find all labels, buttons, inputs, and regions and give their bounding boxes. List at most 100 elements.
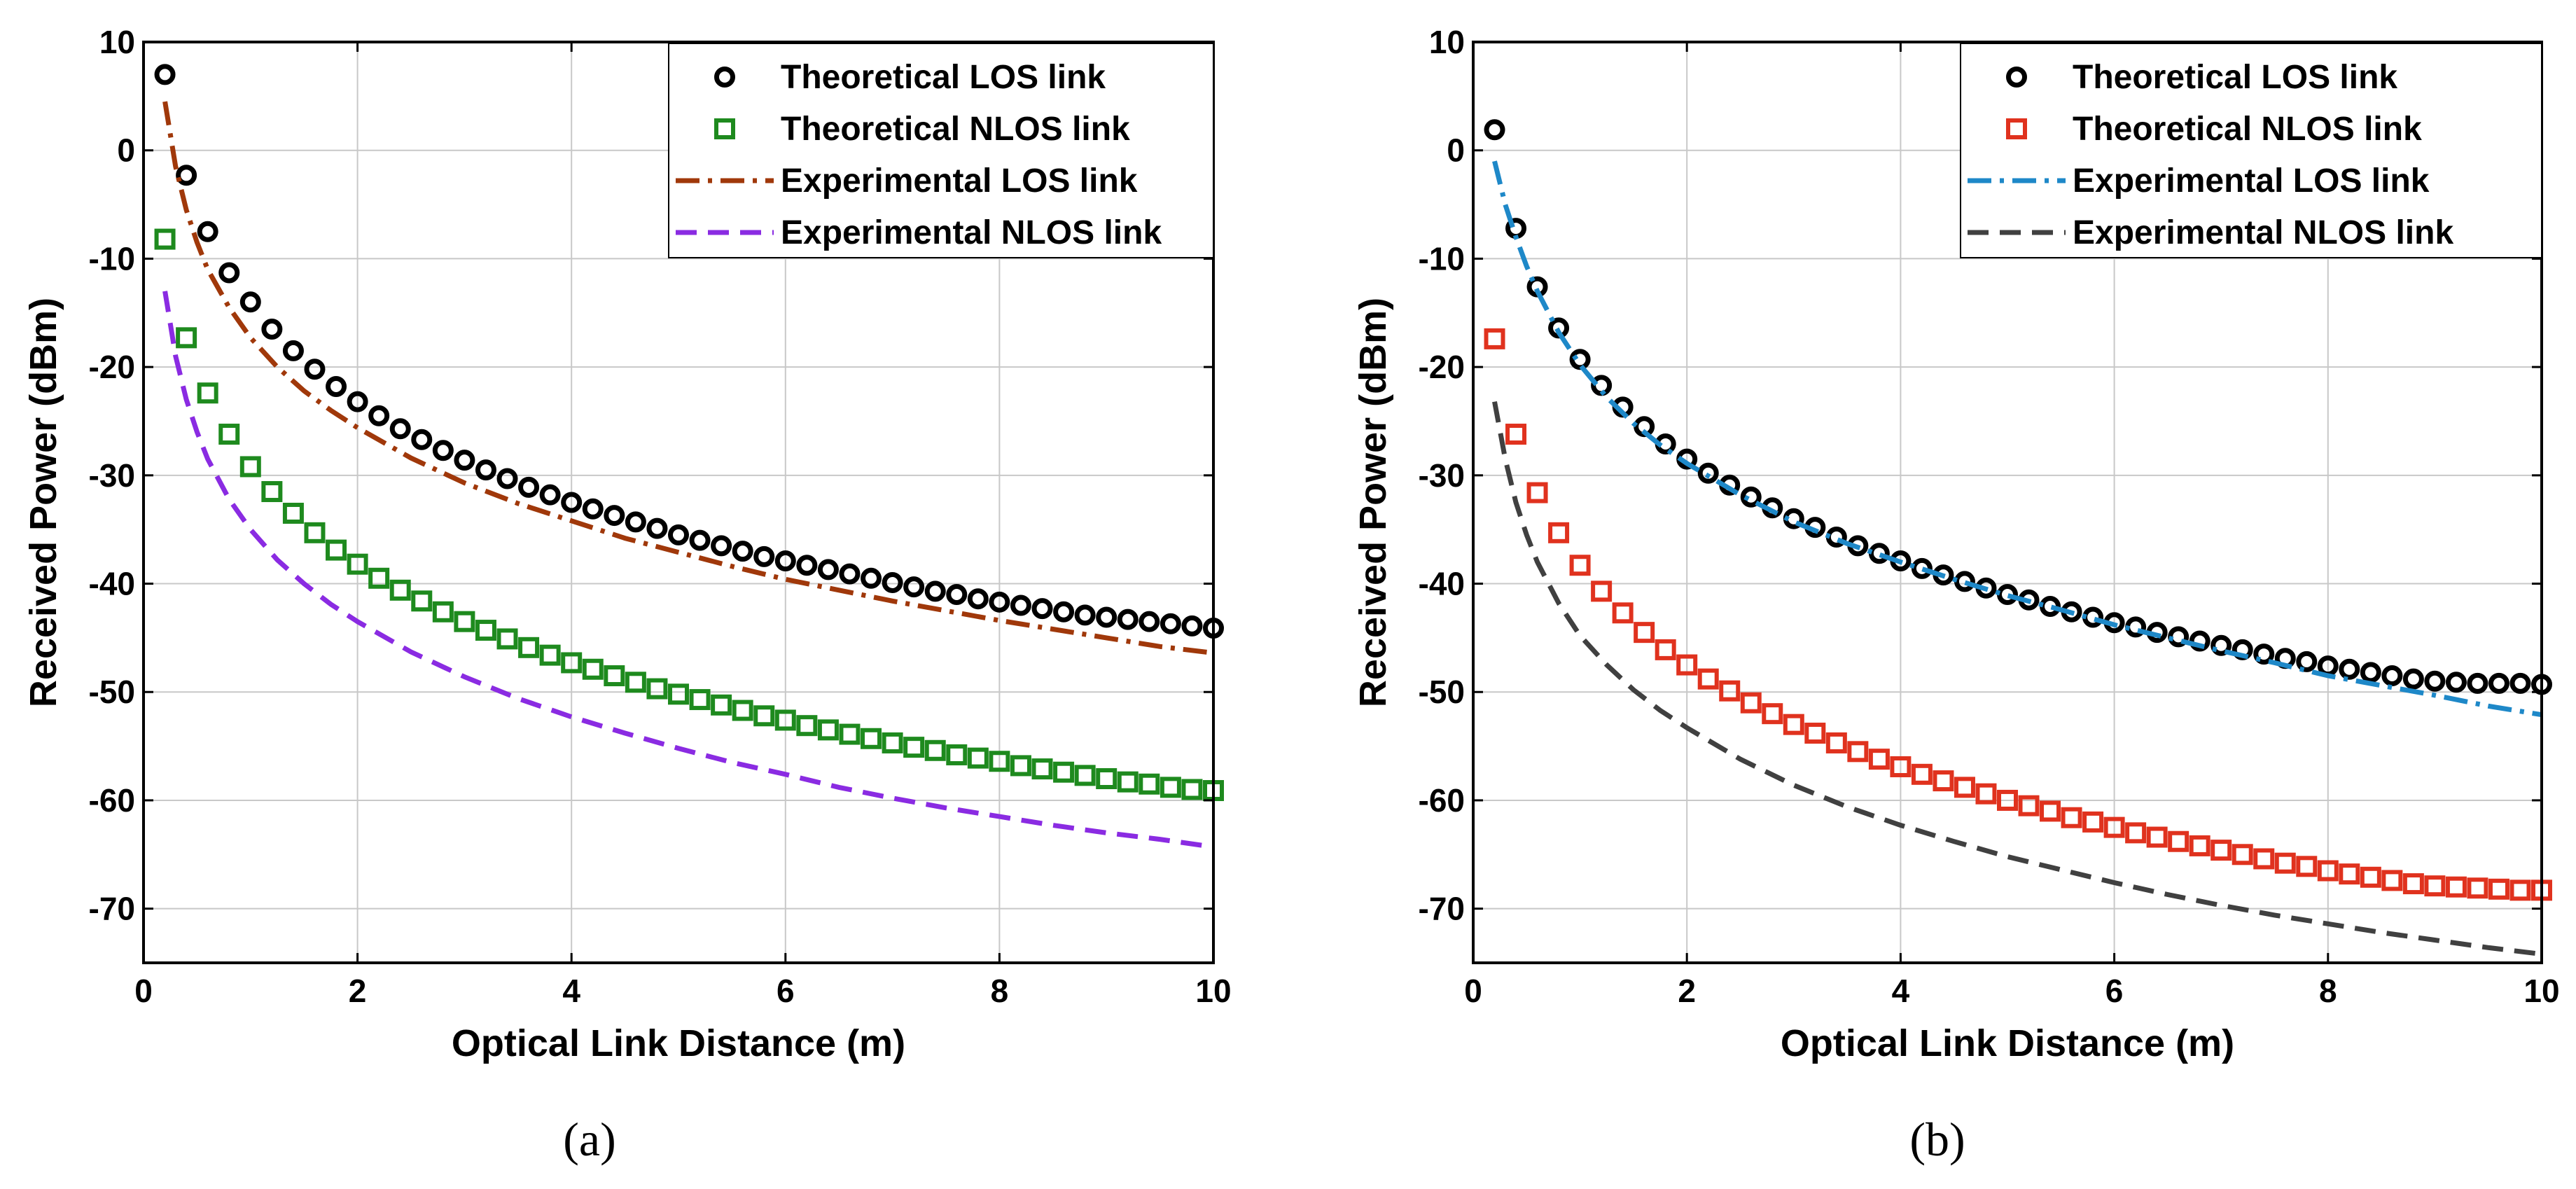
data-point bbox=[1096, 768, 1118, 789]
legend-entry: Theoretical LOS link bbox=[2006, 59, 2397, 96]
data-point bbox=[2339, 863, 2360, 885]
data-point bbox=[2445, 876, 2467, 898]
data-point bbox=[1569, 555, 1591, 576]
y-tick-label: -50 bbox=[1419, 674, 1465, 710]
y-tick-label: -60 bbox=[89, 782, 135, 819]
x-tick-label: 8 bbox=[2319, 973, 2337, 1009]
x-tick-label: 4 bbox=[562, 973, 580, 1009]
legend-swatch bbox=[2006, 67, 2027, 88]
data-point bbox=[882, 732, 903, 753]
y-tick-label: -50 bbox=[89, 674, 135, 710]
data-point bbox=[689, 529, 711, 551]
data-point bbox=[1612, 602, 1634, 624]
y-axis-label: Received Power (dBm) bbox=[22, 298, 64, 707]
data-point bbox=[561, 652, 583, 674]
data-point bbox=[582, 498, 604, 520]
data-point bbox=[475, 459, 496, 481]
legend-swatch bbox=[714, 118, 735, 139]
data-point bbox=[2488, 878, 2509, 900]
legend-swatch bbox=[714, 67, 735, 88]
data-point bbox=[582, 658, 604, 680]
data-point bbox=[732, 541, 753, 562]
data-point bbox=[1804, 723, 1826, 744]
data-point bbox=[774, 550, 796, 572]
series-theoretical-nlos-link bbox=[1484, 328, 2552, 901]
data-point bbox=[347, 391, 368, 412]
data-point bbox=[518, 476, 540, 498]
legend-swatch bbox=[2006, 118, 2027, 139]
data-point bbox=[454, 450, 475, 471]
x-tick-label: 6 bbox=[777, 973, 795, 1009]
data-point bbox=[2424, 875, 2446, 897]
data-point bbox=[753, 705, 775, 727]
data-point bbox=[475, 620, 496, 641]
data-point bbox=[1740, 692, 1762, 714]
data-point bbox=[176, 327, 197, 349]
data-point bbox=[1783, 714, 1804, 735]
data-point bbox=[1010, 594, 1031, 616]
data-point bbox=[1096, 606, 1118, 628]
data-point bbox=[1868, 749, 1890, 770]
data-point bbox=[924, 580, 946, 602]
x-tick-label: 4 bbox=[1892, 973, 1910, 1009]
data-point bbox=[1484, 328, 1505, 349]
data-point bbox=[518, 637, 540, 658]
legend: Theoretical LOS link Theoretical NLOS lin… bbox=[668, 43, 1214, 258]
data-point bbox=[454, 611, 475, 632]
y-axis-label: Received Power (dBm) bbox=[1352, 298, 1394, 707]
y-tick-label: 0 bbox=[117, 132, 135, 169]
data-point bbox=[2103, 816, 2125, 838]
legend-entry: Experimental LOS link bbox=[1968, 162, 2430, 200]
data-point bbox=[1655, 639, 1676, 660]
y-tick-label: -70 bbox=[1419, 891, 1465, 927]
y-tick-label: -70 bbox=[89, 891, 135, 927]
data-point bbox=[2253, 644, 2275, 665]
data-point bbox=[2125, 822, 2147, 844]
data-point bbox=[368, 567, 390, 589]
legend-label: Experimental LOS link bbox=[2073, 162, 2430, 200]
data-point bbox=[2317, 860, 2339, 882]
data-point bbox=[924, 739, 946, 761]
data-point bbox=[2189, 835, 2211, 856]
data-point bbox=[839, 723, 861, 745]
data-point bbox=[154, 64, 176, 85]
data-point bbox=[197, 221, 218, 242]
data-point bbox=[218, 262, 240, 284]
data-point bbox=[496, 628, 518, 650]
legend-entry: Experimental LOS link bbox=[676, 162, 1138, 200]
data-point bbox=[2467, 877, 2488, 899]
data-point bbox=[1031, 598, 1053, 620]
data-point bbox=[2211, 634, 2232, 656]
data-point bbox=[1697, 668, 1719, 690]
data-point bbox=[604, 505, 625, 527]
data-point bbox=[326, 539, 347, 561]
data-point bbox=[2488, 672, 2509, 694]
data-point bbox=[2296, 651, 2318, 672]
data-point bbox=[176, 165, 197, 186]
series-experimental-nlos-link bbox=[1492, 401, 2542, 957]
data-point bbox=[1010, 755, 1031, 777]
data-point bbox=[1484, 119, 1505, 141]
x-tick-label: 2 bbox=[349, 973, 367, 1009]
data-point bbox=[861, 728, 882, 749]
data-point bbox=[2018, 795, 2040, 816]
data-point bbox=[1591, 580, 1613, 602]
data-point bbox=[817, 719, 839, 741]
data-point bbox=[1181, 779, 1203, 800]
chart-panel-1: 0 2 4 6 8 10 10 0 -10 -20 -30 -40 -50 -60 -70 Optical L… bbox=[1352, 24, 2560, 1166]
data-point bbox=[711, 694, 732, 716]
data-point bbox=[668, 683, 689, 705]
data-point bbox=[2509, 672, 2531, 694]
panel-label: (a) bbox=[563, 1113, 615, 1166]
legend-entry: Experimental NLOS link bbox=[676, 214, 1162, 251]
data-point bbox=[817, 559, 839, 580]
y-tick-label: -10 bbox=[1419, 240, 1465, 277]
legend-label: Theoretical NLOS link bbox=[2073, 111, 2422, 148]
x-axis-label: Optical Link Distance (m) bbox=[452, 1022, 905, 1064]
data-point bbox=[2189, 630, 2211, 652]
legend: Theoretical LOS link Theoretical NLOS lin… bbox=[1960, 43, 2542, 258]
data-point bbox=[2082, 811, 2104, 833]
data-point bbox=[1117, 609, 1139, 630]
legend-entry: Theoretical LOS link bbox=[714, 59, 1106, 96]
data-point bbox=[967, 588, 989, 610]
